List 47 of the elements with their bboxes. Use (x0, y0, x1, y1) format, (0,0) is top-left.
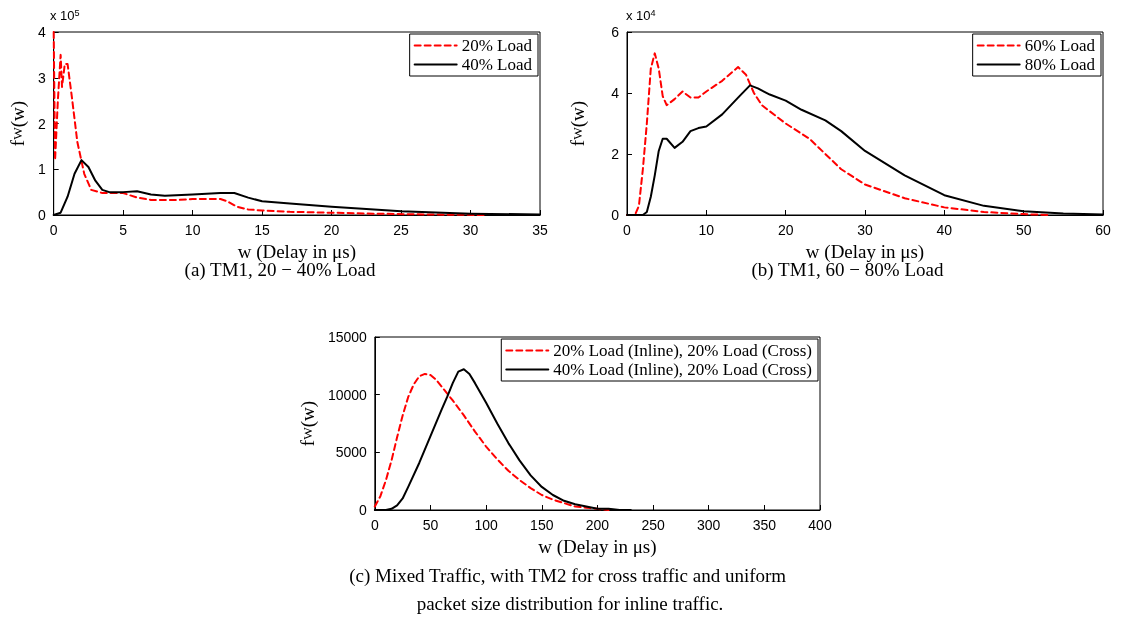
x-tick-label: 100 (474, 517, 499, 533)
legend-label: 20% Load (461, 36, 533, 55)
x-axis-title: w (Delay in μs) (237, 240, 357, 263)
legend-label: 20% Load (Inline), 20% Load (Cross) (553, 341, 813, 360)
legend-label: 40% Load (461, 55, 533, 74)
x-tick-label: 0 (623, 222, 632, 238)
x-tick-label: 400 (808, 517, 832, 533)
legend-label: 80% Load (1024, 55, 1096, 74)
legend-label: 40% Load (Inline), 20% Load (Cross) (553, 360, 813, 379)
legend-label: 60% Load (1024, 36, 1096, 55)
x-tick-label: 300 (697, 517, 721, 533)
x-tick-label: 10 (184, 222, 201, 238)
y-tick-label: 5000 (335, 444, 368, 461)
x-tick-label: 150 (530, 517, 554, 533)
x-axis-title: w (Delay in μs) (538, 535, 657, 558)
y-tick-label: 3 (37, 69, 46, 86)
x-axis-title: w (Delay in μs) (805, 240, 925, 263)
y-tick-label: 1 (37, 161, 46, 178)
x-tick-label: 200 (585, 517, 610, 533)
y-tick-label: 0 (359, 502, 368, 518)
x-tick-label: 30 (462, 222, 479, 238)
x-tick-label: 10 (698, 222, 715, 238)
x-tick-label: 15 (254, 222, 271, 238)
x-tick-label: 35 (532, 222, 548, 238)
x-tick-label: 20 (323, 222, 340, 238)
x-tick-label: 50 (422, 517, 439, 533)
x-tick-label: 5 (119, 222, 128, 238)
y-tick-label: 0 (611, 207, 620, 223)
y-tick-label: 15000 (327, 329, 368, 345)
x-tick-label: 40 (936, 222, 953, 238)
x-tick-label: 250 (641, 517, 665, 533)
x-tick-label: 50 (1015, 222, 1032, 238)
y-tick-label: 0 (37, 207, 46, 223)
x-tick-label: 0 (49, 222, 58, 238)
y-tick-label: 4 (37, 24, 46, 40)
x-tick-label: 350 (752, 517, 777, 533)
y-tick-label: 2 (37, 115, 46, 132)
x-tick-label: 0 (370, 517, 379, 533)
y-tick-label: 10000 (327, 386, 368, 403)
y-tick-label: 2 (611, 146, 620, 162)
x-tick-label: 20 (777, 222, 794, 238)
x-tick-label: 25 (393, 222, 410, 238)
text: (c) Mixed Traffic, with TM2 for cross traffic and uniform packet size distribution for inline traffic. (349, 564, 791, 614)
x-tick-label: 60 (1095, 222, 1111, 238)
x-tick-label: 30 (857, 222, 873, 238)
y-tick-label: 4 (611, 85, 620, 101)
y-tick-label: 6 (611, 24, 620, 40)
